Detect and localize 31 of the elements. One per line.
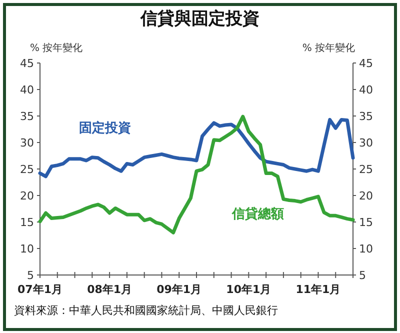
y2-tick-label: 35: [359, 110, 373, 123]
chart-title: 信貸與固定投資: [140, 9, 260, 29]
y2-tick-label: 45: [359, 57, 373, 70]
series-label: 信貸總額: [231, 206, 284, 222]
y2-tick-label: 40: [359, 84, 373, 96]
x-tick-label: 08年1月: [87, 283, 132, 296]
x-tick-label: 09年1月: [156, 283, 202, 296]
y-tick-label: 30: [20, 136, 34, 150]
y-tick-label: 20: [20, 190, 34, 202]
x-tick-label: 07年1月: [18, 283, 62, 296]
line-series: [38, 114, 355, 234]
x-tick-label: 10年1月: [226, 283, 272, 296]
x-tick-label: 11年1月: [296, 283, 341, 296]
y2-axis-title: % 按年變化: [302, 42, 355, 54]
y-tick-label: 25: [20, 163, 34, 176]
y2-tick-label: 15: [359, 216, 373, 229]
y2-tick-label: 30: [359, 136, 373, 150]
y2-tick-label: 10: [359, 242, 373, 256]
y-tick-label: 40: [20, 84, 34, 96]
series-label: 固定投資: [79, 120, 131, 136]
line-series: [38, 118, 355, 178]
y2-tick-label: 20: [359, 190, 373, 202]
source-note: 資料來源：中華人民共和國國家統計局、中國人民銀行: [14, 304, 278, 317]
y2-tick-label: 5: [359, 269, 366, 282]
y2-tick-label: 25: [359, 163, 373, 176]
y-tick-label: 35: [20, 110, 34, 123]
y-tick-label: 45: [20, 57, 34, 70]
y-tick-label: 15: [20, 216, 34, 229]
y-axis-title: % 按年變化: [30, 42, 83, 54]
y-tick-label: 10: [20, 242, 34, 256]
y-tick-label: 5: [27, 269, 34, 282]
